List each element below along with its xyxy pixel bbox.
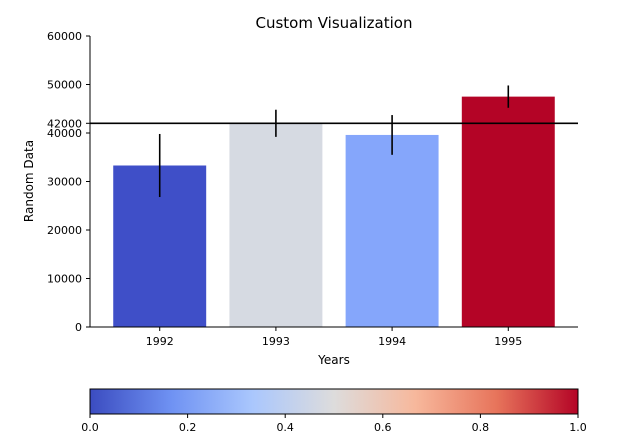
y-tick-label-20000: 20000 [47, 224, 82, 237]
x-tick-label-1992: 1992 [146, 335, 174, 348]
colorbar-tick-label-0.0: 0.0 [81, 421, 99, 434]
bar-1995 [461, 96, 555, 327]
bar-1994 [345, 134, 439, 327]
colorbar: 0.0 0.2 0.4 0.6 0.8 1.0 [81, 388, 587, 434]
colorbar-gradient [89, 388, 579, 415]
y-tick-label-10000: 10000 [47, 273, 82, 286]
x-tick-label-1993: 1993 [262, 335, 290, 348]
bars-layer [113, 96, 555, 327]
colorbar-tick-label-1.0: 1.0 [569, 421, 587, 434]
x-ticks-layer: 1992 1993 1994 1995 [146, 327, 522, 348]
colorbar-tick-label-0.2: 0.2 [179, 421, 197, 434]
y-tick-label-40000: 40000 [47, 127, 82, 140]
colorbar-tick-label-0.6: 0.6 [374, 421, 392, 434]
reference-line-label: 42000 [47, 117, 82, 130]
y-tick-label-60000: 60000 [47, 30, 82, 43]
y-axis-label: Random Data [22, 140, 36, 222]
y-tick-label-50000: 50000 [47, 79, 82, 92]
chart-title: Custom Visualization [256, 14, 413, 32]
y-tick-label-0: 0 [75, 321, 82, 334]
colorbar-tick-label-0.4: 0.4 [276, 421, 294, 434]
colorbar-ticks: 0.0 0.2 0.4 0.6 0.8 1.0 [81, 414, 587, 434]
y-tick-label-30000: 30000 [47, 176, 82, 189]
x-axis-label: Years [317, 353, 350, 367]
error-bars-layer [158, 85, 510, 198]
colorbar-tick-label-0.8: 0.8 [472, 421, 490, 434]
bar-1993 [229, 123, 323, 327]
x-tick-label-1994: 1994 [378, 335, 406, 348]
x-tick-label-1995: 1995 [494, 335, 522, 348]
y-ticks-layer: 0 10000 20000 30000 40000 50000 60000 [47, 30, 90, 334]
reference-line-layer: 42000 [47, 117, 578, 130]
